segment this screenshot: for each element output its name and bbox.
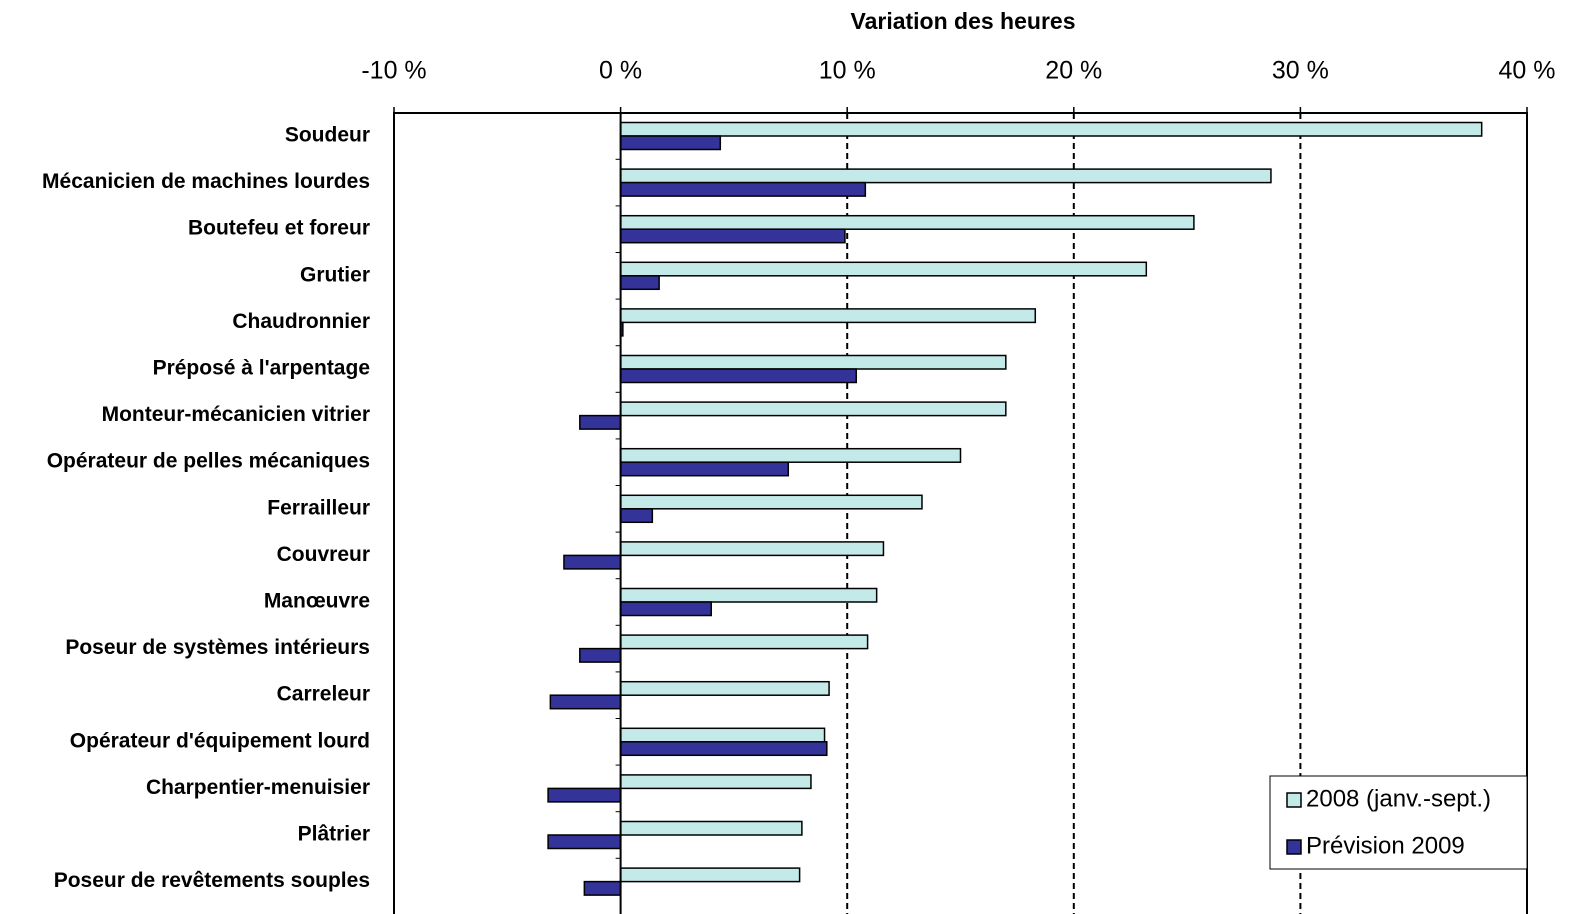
bar [619, 741, 828, 757]
bar [619, 168, 1272, 184]
y-tick-label: Manœuvre [264, 590, 370, 613]
y-tick-label: Opérateur d'équipement lourd [70, 729, 370, 752]
bar [619, 135, 722, 151]
y-tick-label: Couvreur [277, 543, 370, 566]
y-tick-label: Charpentier-menuisier [146, 776, 370, 799]
bar [619, 461, 790, 477]
bar [619, 508, 654, 524]
y-tick-label: Poseur de revêtements souples [54, 869, 370, 892]
bar [579, 647, 622, 663]
bar [619, 275, 660, 291]
bar [563, 554, 622, 570]
bar [619, 541, 885, 557]
bar [619, 820, 803, 836]
y-tick-label: Grutier [300, 263, 370, 286]
bar [619, 308, 1037, 324]
x-tick-label: 0 % [599, 57, 642, 85]
bar [619, 447, 962, 463]
bar [619, 727, 826, 743]
y-tick-label: Mécanicien de machines lourdes [42, 170, 370, 193]
y-tick-label: Opérateur de pelles mécaniques [47, 450, 370, 473]
bar [619, 601, 712, 617]
chart-title: Variation des heures [851, 8, 1076, 34]
x-tick-label: 10 % [819, 57, 876, 85]
legend-swatch [1286, 839, 1302, 855]
bar [619, 121, 1483, 137]
y-tick-label: Boutefeu et foreur [188, 217, 370, 240]
y-tick-label: Carreleur [277, 683, 370, 706]
x-tick-label: 20 % [1045, 57, 1102, 85]
plot-frame [393, 112, 1528, 914]
y-tick-label: Préposé à l'arpentage [153, 357, 370, 380]
bar [583, 880, 622, 896]
bar [549, 694, 622, 710]
bar [619, 181, 867, 197]
y-tick-label: Ferrailleur [267, 496, 370, 519]
bar [619, 261, 1148, 277]
y-tick-label: Monteur-mécanicien vitrier [102, 403, 370, 426]
bar [619, 587, 878, 603]
x-tick-label: 40 % [1499, 57, 1556, 85]
legend-label: 2008 (janv.-sept.) [1306, 785, 1491, 812]
bar [619, 867, 801, 883]
legend-swatch [1286, 792, 1302, 808]
bar [619, 228, 846, 244]
bar [579, 414, 622, 430]
x-tick-label: 30 % [1272, 57, 1329, 85]
bar [547, 787, 622, 803]
bar [619, 494, 923, 510]
bar [619, 368, 858, 384]
legend-label: Prévision 2009 [1306, 832, 1465, 859]
bar [619, 774, 812, 790]
x-tick-label: -10 % [361, 57, 426, 85]
bar [619, 401, 1007, 417]
bar [619, 680, 830, 696]
bar [619, 634, 869, 650]
y-tick-label: Poseur de systèmes intérieurs [65, 636, 370, 659]
bar [547, 834, 622, 850]
bar [619, 354, 1007, 370]
legend-box [1269, 775, 1528, 870]
y-tick-label: Plâtrier [298, 823, 370, 846]
bar [619, 214, 1195, 230]
y-tick-label: Soudeur [285, 124, 370, 147]
y-tick-label: Chaudronnier [232, 310, 370, 333]
